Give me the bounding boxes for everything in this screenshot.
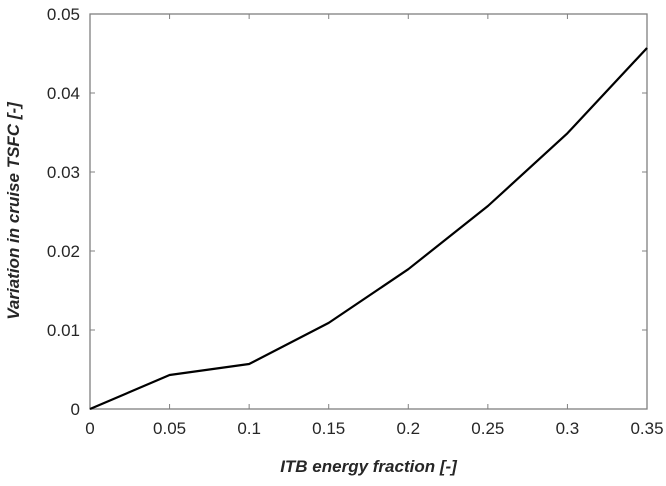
plot-frame: [89, 13, 648, 410]
x-axis-label: ITB energy fraction [-]: [280, 457, 458, 476]
x-tick-label: 0.3: [556, 419, 580, 438]
y-tick-label: 0.04: [47, 84, 80, 103]
y-tick-label: 0: [71, 400, 80, 419]
y-tick-label: 0.01: [47, 321, 80, 340]
x-tick-label: 0: [85, 419, 94, 438]
axes-box: [89, 13, 648, 410]
y-tick-labels: 0 0.01 0.02 0.03 0.04 0.05: [47, 5, 80, 419]
x-tick-label: 0.15: [312, 419, 345, 438]
axis-ticks: [89, 13, 648, 410]
x-tick-labels: 0 0.05 0.1 0.15 0.2 0.25 0.3 0.35: [85, 419, 663, 438]
x-tick-label: 0.35: [630, 419, 663, 438]
y-axis-label: Variation in cruise TSFC [-]: [4, 101, 23, 320]
y-tick-label: 0.05: [47, 5, 80, 24]
x-tick-label: 0.1: [237, 419, 261, 438]
x-tick-label: 0.25: [471, 419, 504, 438]
x-tick-label: 0.2: [396, 419, 420, 438]
y-tick-label: 0.03: [47, 163, 80, 182]
x-tick-label: 0.05: [153, 419, 186, 438]
y-tick-label: 0.02: [47, 242, 80, 261]
data-line: [89, 47, 648, 411]
